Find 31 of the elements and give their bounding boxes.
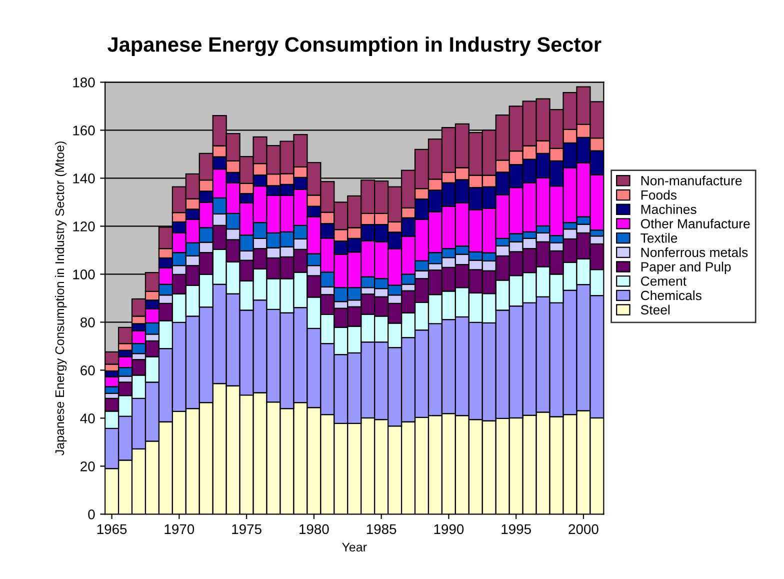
y-tick-label: 180 [73,78,95,88]
legend-label: Non-manufacture [641,176,742,186]
x-axis-title: Year [342,542,367,552]
x-tick-label: 1985 [366,524,396,534]
x-tick-label: 1975 [232,524,262,534]
x-tick-label: 1980 [300,524,329,534]
y-tick-label: 40 [80,414,95,424]
y-tick-label: 120 [73,222,95,232]
x-tick-label: 2000 [568,524,598,534]
legend-label: Cement [641,276,686,286]
y-tick-label: 100 [73,270,95,280]
y-tick-label: 80 [80,318,95,328]
legend-label: Machines [641,204,696,214]
x-tick-label: 1990 [434,524,464,534]
legend-label: Nonferrous metals [641,247,748,258]
y-tick-label: 60 [80,366,95,376]
x-tick-label: 1970 [164,524,194,534]
legend-label: Paper and Pulp [641,262,731,274]
x-tick-label: 1995 [502,524,531,534]
y-tick-label: 20 [80,461,95,472]
legend-label: Steel [640,304,670,314]
y-tick-label: 160 [73,126,95,136]
y-tick-label: 0 [88,509,95,520]
y-tick-label: 140 [73,174,95,184]
x-tick-label: 1965 [97,524,127,534]
legend-label: Chemicals [641,290,702,300]
y-axis-title: Japanese Energy Consumption in Industry Sector (Mtoe) [54,142,67,456]
chart-title: Japanese Energy Consumption in Industry Sector [108,36,602,56]
legend-label: Foods [641,190,677,200]
legend-label: Textile [640,233,678,243]
legend-label: Other Manufacture [640,218,750,228]
